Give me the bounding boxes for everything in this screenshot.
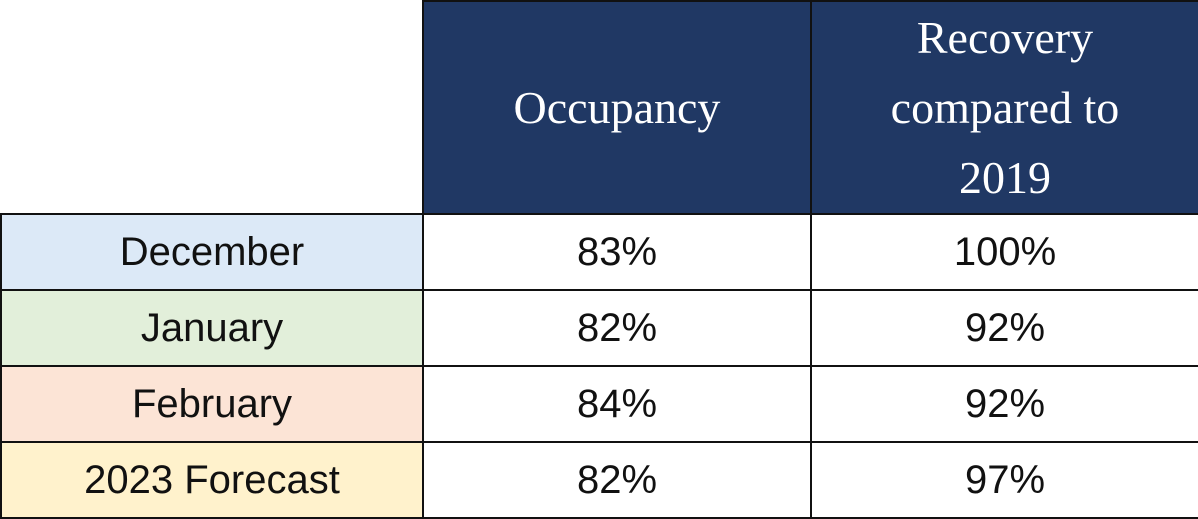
row-label: 2023 Forecast <box>0 441 424 519</box>
row-label: January <box>0 289 424 367</box>
value-cell: 97% <box>810 441 1198 519</box>
value-cell: 84% <box>422 365 812 443</box>
header-cell: Occupancy <box>422 0 812 215</box>
header-text: Occupancy <box>513 81 721 133</box>
value-cell: 82% <box>422 441 812 519</box>
corner-cell <box>0 0 424 215</box>
row-label: February <box>0 365 424 443</box>
value-cell: 82% <box>422 289 812 367</box>
table-row: January 82% 92% <box>0 289 1198 367</box>
value-cell: 100% <box>810 213 1198 291</box>
header-text: Recovery compared to 2019 <box>890 11 1120 203</box>
value-cell: 83% <box>422 213 812 291</box>
table-row: December 83% 100% <box>0 213 1198 291</box>
row-label: December <box>0 213 424 291</box>
table-row: February 84% 92% <box>0 365 1198 443</box>
table-body: December 83% 100% January 82% 92% February 84% 9… <box>0 213 1198 519</box>
table-row: 2023 Forecast 82% 97% <box>0 441 1198 519</box>
header-cell: Recovery compared to 2019 <box>810 0 1198 215</box>
value-cell: 92% <box>810 289 1198 367</box>
header-row: Occupancy Recovery compared to 2019 <box>0 0 1198 215</box>
value-cell: 92% <box>810 365 1198 443</box>
